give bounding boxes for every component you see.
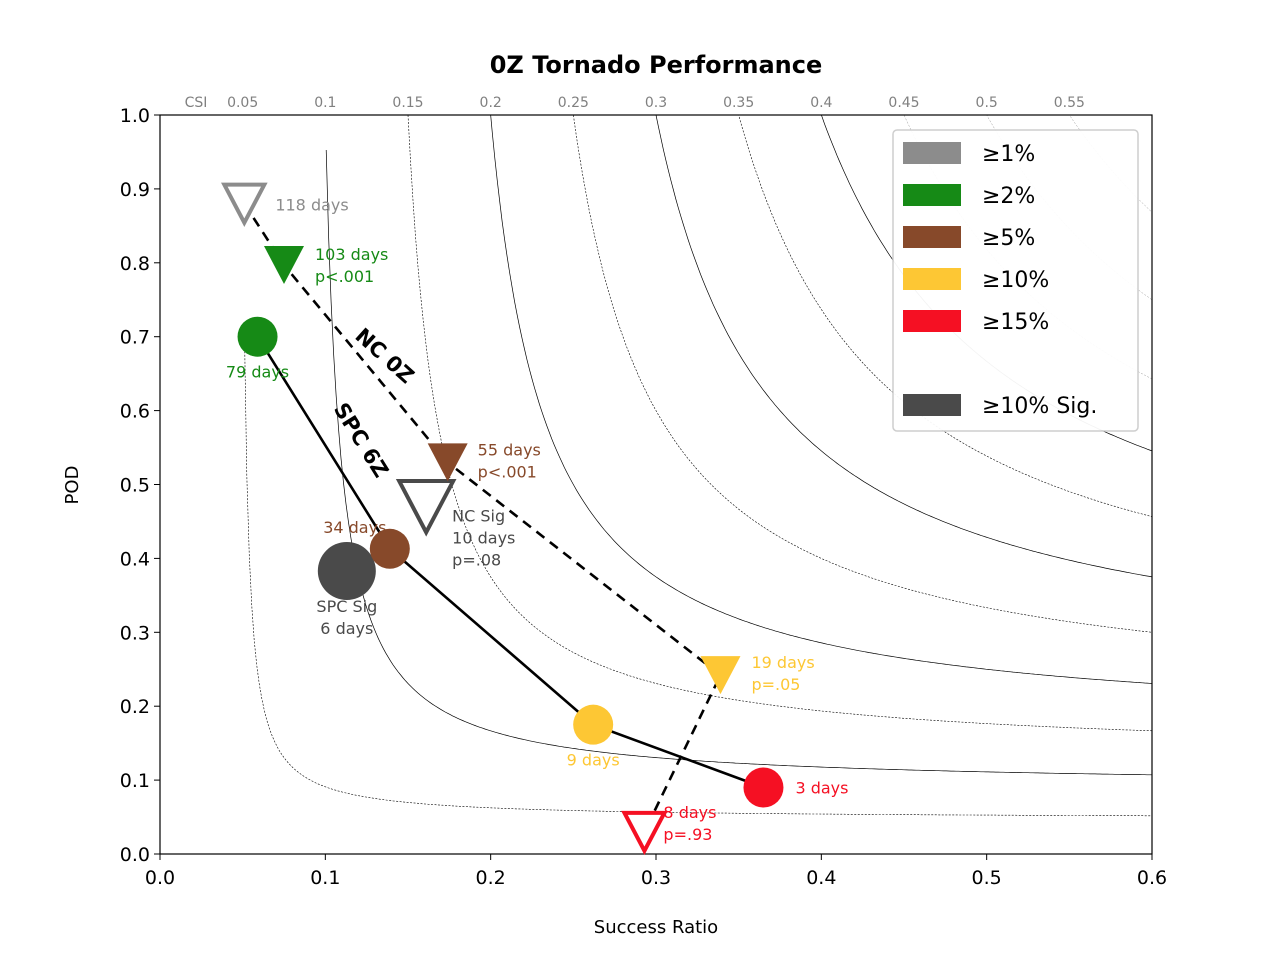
spc-6z-marker — [573, 704, 614, 745]
csi-curve — [738, 115, 1152, 517]
spc-6z-marker — [743, 767, 784, 808]
point-label: 55 days — [478, 440, 541, 459]
csi-tick-label: 0.1 — [314, 95, 336, 111]
legend-swatch — [903, 394, 961, 416]
nc-sig-marker — [395, 479, 457, 537]
legend-label: ≥1% — [982, 142, 1035, 167]
x-tick-label: 0.0 — [145, 867, 175, 889]
csi-tick-label: 0.2 — [480, 95, 502, 111]
spc-6z-marker — [369, 528, 410, 569]
nc-0z-marker — [621, 810, 668, 856]
legend-swatch — [903, 226, 961, 248]
x-tick-label: 0.3 — [641, 867, 671, 889]
legend-swatch — [903, 268, 961, 290]
point-label: p=.05 — [751, 675, 800, 694]
point-label: 10 days — [452, 529, 515, 548]
csi-tick-label: 0.55 — [1054, 95, 1085, 111]
y-tick-label: 0.8 — [120, 253, 150, 275]
point-label: p=.93 — [663, 825, 712, 844]
y-tick-label: 0.9 — [120, 179, 150, 201]
y-tick-label: 0.7 — [120, 327, 150, 349]
legend-swatch — [903, 184, 961, 206]
x-axis-label: Success Ratio — [594, 917, 718, 938]
x-tick-label: 0.1 — [310, 867, 340, 889]
csi-tick-label: 0.5 — [976, 95, 998, 111]
point-label: 9 days — [567, 751, 620, 770]
x-tick-label: 0.6 — [1137, 867, 1167, 889]
spc-sig-marker — [317, 541, 376, 600]
csi-tick-label: 0.35 — [723, 95, 754, 111]
csi-tick-label: 0.45 — [888, 95, 919, 111]
point-label: 118 days — [275, 196, 348, 215]
chart-title: 0Z Tornado Performance — [490, 51, 823, 79]
nc-0z-marker — [427, 443, 468, 482]
point-label: 8 days — [663, 803, 716, 822]
series-line-spc-6z — [256, 336, 764, 789]
csi-tick-label: 0.3 — [645, 95, 667, 111]
y-tick-label: 0.2 — [120, 696, 150, 718]
legend-label: ≥5% — [982, 226, 1035, 251]
nc-0z-marker — [264, 246, 304, 285]
csi-tick-label: 0.05 — [227, 95, 258, 111]
y-tick-label: 0.5 — [120, 475, 150, 497]
x-tick-label: 0.5 — [972, 867, 1002, 889]
legend-label: ≥10% — [982, 268, 1049, 293]
csi-axis-label: CSI — [185, 95, 208, 111]
point-label: 3 days — [795, 778, 848, 797]
x-tick-label: 0.2 — [476, 867, 506, 889]
point-label: 6 days — [320, 619, 373, 638]
y-tick-label: 1.0 — [120, 105, 150, 127]
spc-6z-marker — [237, 316, 278, 357]
y-axis-label: POD — [62, 466, 83, 505]
point-label: 19 days — [751, 653, 814, 672]
legend-label: ≥10% Sig. — [982, 394, 1097, 419]
point-label: 34 days — [323, 518, 386, 537]
csi-curve — [490, 115, 1152, 684]
y-tick-label: 0.3 — [120, 622, 150, 644]
point-label: NC Sig — [452, 507, 505, 526]
plot-frame: 0.0 0.1 0.2 0.3 0.4 0.5 0.6 0.0 0.1 0.2 0.3 0.4 0.5 0… — [120, 105, 1167, 889]
nc-0z-marker — [221, 182, 268, 227]
legend-label: ≥15% — [982, 310, 1049, 335]
nc-0z-marker — [700, 656, 741, 695]
y-tick-label: 0.1 — [120, 770, 150, 792]
csi-curve — [325, 149, 1152, 776]
csi-curve — [407, 115, 1152, 732]
y-tick-label: 0.6 — [120, 401, 150, 423]
x-tick-label: 0.4 — [806, 867, 836, 889]
y-tick-label: 0.4 — [120, 548, 150, 570]
point-labels: 79 days 34 days 9 days 3 days SPC Sig 6 days 1… — [226, 196, 849, 844]
point-label: 79 days — [226, 363, 289, 382]
data-markers — [221, 182, 784, 856]
csi-curve — [655, 115, 1152, 578]
legend-swatch — [903, 142, 961, 164]
csi-tick-label: 0.25 — [558, 95, 589, 111]
point-label: SPC Sig — [316, 597, 377, 616]
legend-swatch — [903, 310, 961, 332]
point-label: p<.001 — [478, 462, 537, 481]
y-tick-label: 0.0 — [120, 844, 150, 866]
legend: ≥1% ≥2% ≥5% ≥10% ≥15% ≥10% Sig. — [892, 129, 1139, 432]
csi-tick-label: 0.15 — [392, 95, 423, 111]
point-label: 103 days — [315, 245, 388, 264]
legend-label: ≥2% — [982, 184, 1035, 209]
point-label: p=.08 — [452, 551, 501, 570]
series-name-label: SPC 6Z — [329, 399, 393, 482]
csi-curve — [244, 323, 1152, 817]
point-label: p<.001 — [315, 267, 374, 286]
csi-tick-label: 0.4 — [810, 95, 832, 111]
